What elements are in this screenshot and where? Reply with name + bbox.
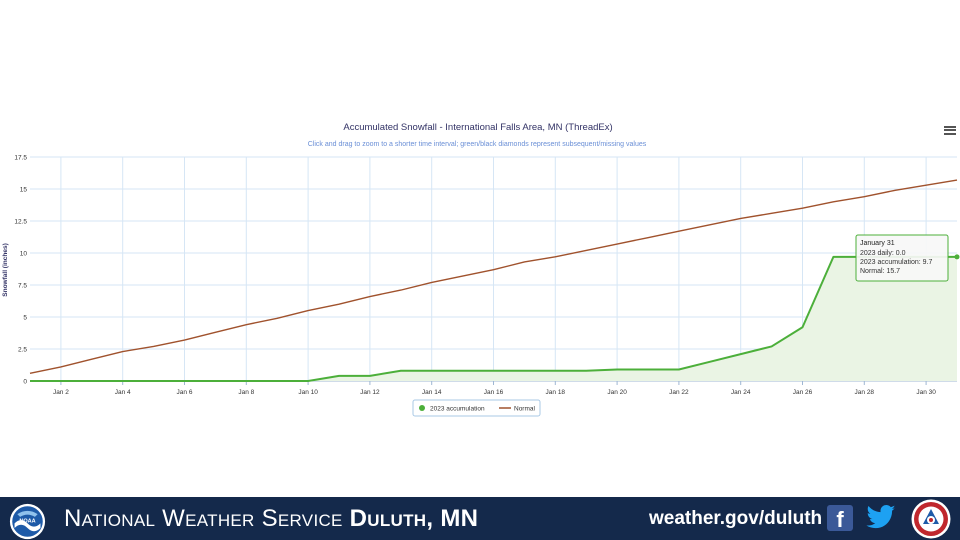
tooltip-accumulation: 2023 accumulation: 9.7 <box>860 259 932 266</box>
x-tick-label: Jan 6 <box>177 389 193 396</box>
x-tick-label: Jan 12 <box>360 389 380 396</box>
legend-item-normal[interactable]: Normal <box>499 406 536 413</box>
brand-title-light: National Weather Service <box>64 505 350 532</box>
y-tick-label: 15 <box>20 187 28 194</box>
legend-marker-2023 <box>419 405 425 411</box>
legend-box <box>412 399 541 417</box>
noaa-logo-icon[interactable]: NOAA <box>9 503 46 540</box>
brand-title-bold: Duluth, MN <box>349 505 479 532</box>
y-tick-label: 5 <box>23 315 27 322</box>
tooltip-header: January 31 <box>860 240 895 247</box>
legend-label-normal: Normal <box>514 406 536 413</box>
x-tick-label: Jan 22 <box>669 389 689 396</box>
series-normal-line <box>29 179 958 375</box>
hamburger-menu-icon[interactable] <box>944 124 956 136</box>
tooltip-normal: Normal: 15.7 <box>860 268 900 275</box>
x-tick-label: Jan 14 <box>422 389 442 396</box>
x-tick-label: Jan 4 <box>115 389 131 396</box>
y-axis-ticks: 0 2.5 5 7.5 10 12.5 15 17.5 <box>14 155 27 386</box>
tooltip: January 31 2023 daily: 0.0 2023 accumula… <box>855 234 949 282</box>
series-layer <box>29 179 960 382</box>
y-tick-label: 17.5 <box>14 155 27 162</box>
footer-bar <box>0 497 960 540</box>
facebook-icon[interactable]: f <box>827 505 853 532</box>
x-tick-label: Jan 8 <box>238 389 254 396</box>
x-tick-label: Jan 24 <box>731 389 751 396</box>
x-tick-label: Jan 2 <box>53 389 69 396</box>
tooltip-box <box>855 234 949 282</box>
x-tick-label: Jan 30 <box>916 389 936 396</box>
x-tick-label: Jan 28 <box>855 389 875 396</box>
nws-logo-icon[interactable] <box>911 499 951 539</box>
y-axis-label: Snowfall (inches) <box>2 243 9 296</box>
snowfall-chart[interactable]: Accumulated Snowfall - International Fal… <box>0 0 960 497</box>
y-tick-label: 2.5 <box>18 347 27 354</box>
x-tick-label: Jan 20 <box>607 389 627 396</box>
tooltip-daily: 2023 daily: 0.0 <box>860 250 906 257</box>
chart-title: Accumulated Snowfall - International Fal… <box>343 122 612 133</box>
noaa-logo-text: NOAA <box>19 518 35 524</box>
brand-title: National Weather Service Duluth, MN <box>64 503 478 535</box>
x-axis-ticks: Jan 2 Jan 4 Jan 6 Jan 8 Jan 10 Jan 12 Jan 14 Ja… <box>53 389 936 396</box>
y-tick-label: 7.5 <box>18 283 27 290</box>
y-tick-label: 10 <box>20 251 28 258</box>
legend: 2023 accumulation Normal <box>412 399 541 417</box>
chart-subtitle: Click and drag to zoom to a shorter time… <box>308 141 647 148</box>
y-tick-label: 0 <box>23 379 27 386</box>
legend-label-2023: 2023 accumulation <box>430 406 485 413</box>
y-tick-label: 12.5 <box>14 219 27 226</box>
website-link[interactable]: weather.gov/duluth <box>649 508 823 529</box>
x-tick-label: Jan 26 <box>793 389 813 396</box>
x-tick-label: Jan 10 <box>298 389 318 396</box>
series-2023-line <box>30 255 957 382</box>
x-tick-label: Jan 18 <box>546 389 566 396</box>
x-tick-label: Jan 16 <box>484 389 504 396</box>
twitter-icon[interactable] <box>864 505 898 531</box>
hover-point-marker <box>954 254 960 260</box>
legend-item-2023[interactable]: 2023 accumulation <box>419 405 485 413</box>
